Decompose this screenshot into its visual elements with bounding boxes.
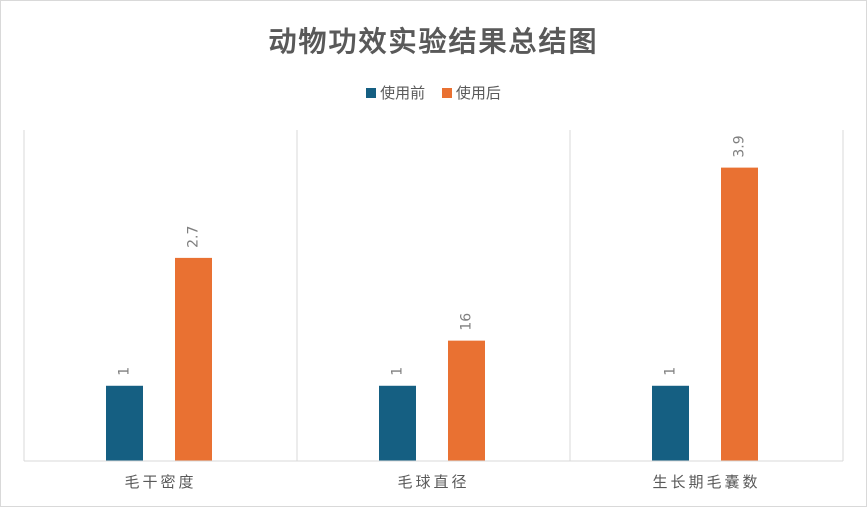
bar-before <box>652 385 689 461</box>
bar-after <box>175 257 212 461</box>
data-label: 1 <box>663 367 679 376</box>
data-label: 3.9 <box>732 135 748 157</box>
legend-label-after: 使用后 <box>455 84 501 102</box>
legend-label-before: 使用前 <box>380 84 426 102</box>
legend: 使用前 使用后 <box>0 82 867 103</box>
bar-after <box>721 167 758 461</box>
legend-item-after: 使用后 <box>441 82 501 103</box>
x-tick-label: 毛干密度 <box>124 473 196 491</box>
bar-before <box>379 385 416 461</box>
legend-item-before: 使用前 <box>366 82 425 103</box>
chart-title: 动物功效实验结果总结图 <box>268 25 599 58</box>
data-label: 1 <box>390 367 406 376</box>
legend-swatch-after <box>441 88 452 98</box>
x-tick-label: 生长期毛囊数 <box>652 473 760 491</box>
legend-swatch-before <box>366 88 377 98</box>
data-label: 16 <box>459 313 475 331</box>
bar-after <box>448 340 485 461</box>
bar-before <box>106 385 143 461</box>
data-label: 2.7 <box>186 226 202 248</box>
data-label: 1 <box>117 367 133 376</box>
x-tick-label: 毛球直径 <box>397 473 469 491</box>
